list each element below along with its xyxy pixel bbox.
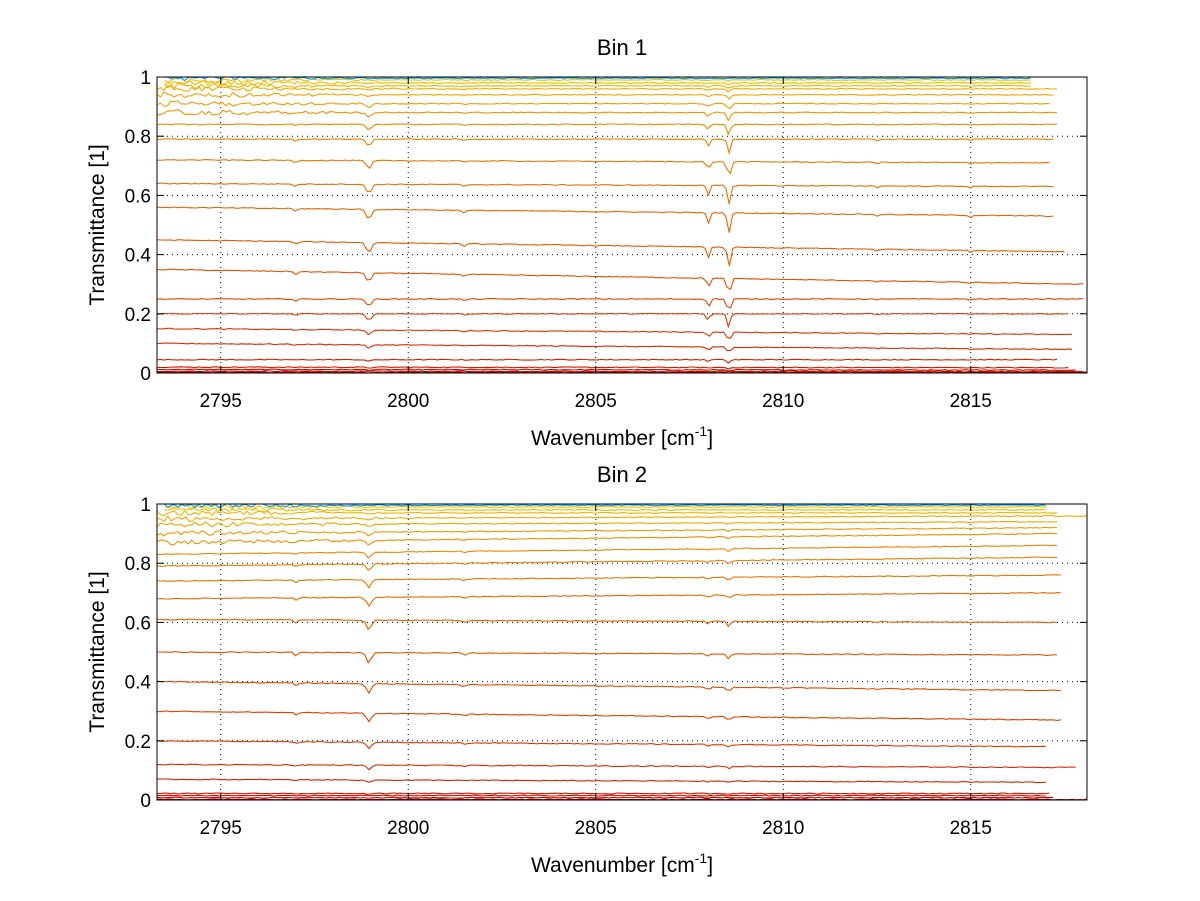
spectrum-line [156, 618, 1058, 631]
spectrum-line [157, 159, 1050, 175]
y-tick-label: 0.6 [125, 186, 151, 207]
spectrum-line [156, 556, 1058, 571]
spectrum-line [156, 778, 1046, 784]
spectrum-line [157, 651, 1058, 664]
spectrum-line [156, 740, 1046, 750]
spectrum-line [156, 792, 1050, 795]
x-tick-label: 2810 [762, 818, 804, 839]
x-tick-label: 2815 [950, 818, 992, 839]
spectrum-line [156, 368, 1076, 372]
x-tick-label: 2795 [200, 391, 242, 412]
spectrum-line [156, 91, 1054, 100]
spectrum-line [156, 85, 1058, 93]
spectrum-line [164, 77, 1031, 84]
chart-title: Bin 1 [597, 35, 647, 60]
y-tick-labels: 0 0.2 0.4 0.6 0.8 1 [125, 68, 152, 385]
x-tick-label: 2795 [200, 818, 242, 839]
spectrum-line [156, 123, 1058, 136]
y-tick-label: 0.8 [125, 127, 151, 148]
spectra-lines [156, 503, 1088, 801]
spectrum-line [156, 710, 1061, 723]
x-tick-labels: 2795 2800 2805 2810 2815 [200, 391, 992, 412]
y-tick-label: 1 [140, 495, 151, 516]
spectrum-line [164, 507, 1046, 512]
spectrum-line [157, 763, 1076, 771]
spectrum-line [157, 370, 1084, 373]
x-tick-label: 2800 [387, 391, 429, 412]
spectrum-line [156, 592, 1061, 608]
x-axis-label-superscript: -1 [695, 850, 708, 866]
x-tick-label: 2805 [575, 818, 617, 839]
spectrum-line [156, 509, 1058, 517]
spectrum-line [164, 76, 1031, 82]
y-tick-label: 1 [140, 68, 151, 89]
spectrum-line [156, 109, 1058, 122]
y-tick-label: 0.4 [125, 673, 152, 694]
spectra-lines [156, 76, 1088, 374]
spectrum-line [164, 82, 1031, 90]
axes-box [156, 76, 1088, 374]
spectrum-line [164, 503, 1046, 509]
x-tick-label: 2815 [950, 391, 992, 412]
spectrum-line [156, 358, 1058, 364]
y-tick-label: 0 [140, 791, 151, 812]
x-axis-label-text: Wavenumber [cm [531, 854, 695, 877]
y-tick-label: 0.2 [125, 305, 151, 326]
spectrum-line [156, 182, 1054, 205]
spectrum-line [156, 680, 1061, 695]
spectrum-line [156, 520, 1058, 528]
x-axis-label: Wavenumber [cm-1] [531, 423, 713, 450]
spectrum-line [156, 526, 1058, 537]
spectrum-line [164, 503, 1046, 511]
y-tick-label: 0.6 [125, 613, 151, 634]
spectrum-line [156, 327, 1073, 339]
spectrum-line [156, 312, 1069, 329]
y-tick-label: 0.4 [125, 246, 152, 267]
spectrum-line [156, 574, 1061, 589]
x-axis-label-superscript: -1 [695, 423, 708, 439]
spectrum-line [156, 796, 1054, 799]
spectrum-line [156, 794, 1046, 797]
spectrum-line [156, 138, 1054, 155]
spectrum-line [156, 239, 1065, 267]
spectrum-line [157, 366, 1069, 370]
y-tick-label: 0.2 [125, 732, 151, 753]
axes-box [156, 503, 1088, 801]
x-axis-label-text: Wavenumber [cm [531, 427, 695, 450]
spectrum-line [156, 532, 1058, 546]
x-tick-label: 2800 [387, 818, 429, 839]
chart-title: Bin 2 [597, 462, 647, 487]
spectrum-line [156, 206, 1054, 233]
spectrum-line [156, 298, 1084, 309]
y-tick-label: 0 [140, 364, 151, 385]
spectrum-line [156, 544, 1058, 559]
spectrum-line [156, 268, 1084, 291]
x-axis-label-close: ] [707, 854, 713, 877]
subplot-bin-1: 2795 2800 2805 2810 2815 0 0.2 0.4 0.6 0.8 1 Bin … [86, 35, 1088, 450]
spectrum-line [156, 514, 1088, 523]
axes-frame [156, 503, 1088, 801]
x-tick-label: 2805 [575, 391, 617, 412]
subplot-bin-2: 2795 2800 2805 2810 2815 0 0.2 0.4 0.6 0.8 1 Bin … [86, 462, 1088, 877]
x-axis-label-close: ] [707, 427, 713, 450]
y-axis-label: Transmittance [1] [86, 144, 109, 305]
spectrum-line [156, 342, 1073, 352]
spectrum-line [156, 100, 1050, 110]
axes-frame [156, 76, 1088, 374]
x-tick-labels: 2795 2800 2805 2810 2815 [200, 818, 992, 839]
y-tick-labels: 0 0.2 0.4 0.6 0.8 1 [125, 495, 152, 812]
y-tick-label: 0.8 [125, 554, 151, 575]
y-axis-label: Transmittance [1] [86, 571, 109, 732]
spectrum-line [164, 80, 1031, 87]
x-axis-label: Wavenumber [cm-1] [531, 850, 713, 877]
x-tick-label: 2810 [762, 391, 804, 412]
